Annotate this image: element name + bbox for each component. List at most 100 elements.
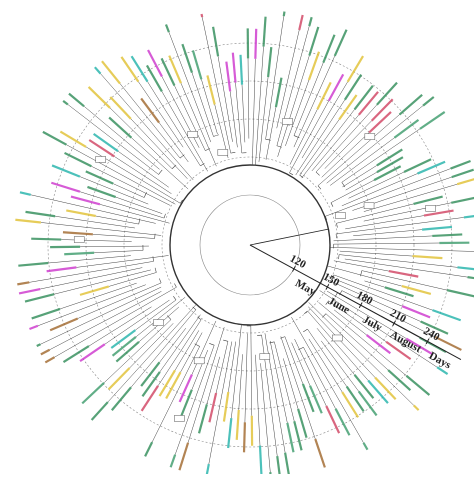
branch (218, 56, 232, 142)
leaf-label (369, 112, 391, 133)
leaf-label (367, 335, 391, 353)
branch (41, 222, 161, 235)
branch (94, 250, 143, 252)
leaf-label (112, 387, 131, 410)
leaf-label (82, 383, 104, 404)
clade-arc (322, 314, 326, 318)
leaf-label (92, 402, 108, 420)
leaf-label (206, 464, 208, 474)
leaf-label (309, 52, 319, 80)
leaf-label (355, 86, 373, 110)
clade-arc (316, 172, 320, 175)
clade-arc (167, 316, 171, 320)
leaf-label (171, 455, 176, 468)
branch (265, 333, 285, 452)
branch (278, 56, 310, 157)
leaf-label (31, 239, 61, 240)
leaf-label (71, 197, 100, 205)
leaf-label (285, 453, 289, 474)
leaf-label (244, 422, 245, 452)
leaf-label (160, 370, 175, 396)
branch (364, 184, 457, 211)
leaf-label (179, 443, 188, 471)
branch (285, 337, 303, 384)
month-label: August (388, 329, 424, 356)
node-box (332, 335, 342, 341)
branch (76, 256, 168, 268)
leaf-label (32, 309, 60, 319)
branch (55, 216, 135, 228)
leaf-label (52, 165, 80, 176)
clade-arc (318, 186, 321, 189)
branch (330, 247, 474, 251)
branch (100, 204, 170, 223)
leaf-label (317, 82, 330, 109)
leaf-label (457, 267, 474, 270)
node-box (283, 118, 293, 124)
branch (96, 216, 139, 224)
clade-arc (209, 343, 214, 345)
leaf-label (64, 253, 94, 254)
branch (342, 165, 376, 187)
branch (334, 261, 389, 271)
branch (239, 354, 243, 410)
leaf-label (412, 256, 442, 258)
clade-arc (164, 214, 165, 218)
clade-arc (159, 170, 163, 174)
leaf-label (406, 376, 429, 395)
leaf-label (389, 271, 418, 277)
leaf-label (25, 294, 54, 301)
clade-arc (331, 203, 333, 207)
leaf-label (372, 99, 393, 120)
leaf-label (339, 95, 356, 119)
leaf-label (420, 112, 445, 129)
leaf-label (47, 267, 77, 271)
branch (336, 204, 413, 223)
leaf-label (375, 377, 396, 399)
node-box (174, 415, 184, 421)
leaf-label (342, 392, 358, 417)
clade-arc (231, 152, 236, 153)
leaf-label (277, 456, 280, 474)
branch (302, 109, 355, 178)
branch (61, 240, 131, 242)
leaf-label (121, 57, 138, 82)
leaf-label (180, 375, 192, 402)
branch (364, 281, 384, 287)
tick-label: 150 (321, 271, 342, 290)
node-box (336, 213, 346, 219)
leaf-label (20, 192, 31, 194)
branch (136, 297, 185, 337)
leaf-label (94, 134, 118, 151)
leaf-label (264, 17, 266, 47)
leaf-label (41, 350, 50, 355)
branch (340, 251, 413, 256)
leaf-label (457, 179, 474, 185)
axis-start (250, 229, 328, 245)
leaf-label (276, 78, 282, 107)
leaf-label (315, 439, 325, 467)
leaf-label (347, 386, 364, 411)
branch (216, 341, 228, 393)
branch (230, 91, 237, 147)
leaf-label (394, 120, 418, 138)
branch (131, 138, 188, 189)
clade-arc (303, 329, 307, 332)
leaf-label (69, 94, 84, 107)
leaf-label (182, 44, 192, 72)
branch (345, 216, 424, 229)
axis-line (250, 245, 461, 360)
leaf-label (414, 197, 443, 204)
branch (312, 115, 359, 171)
branch (242, 85, 245, 143)
leaf-label (414, 405, 419, 410)
branch (248, 58, 249, 138)
branch (342, 129, 420, 182)
clade-arc (193, 307, 196, 310)
branch (60, 283, 137, 309)
branch (270, 341, 287, 423)
branch (93, 234, 155, 238)
leaf-label (374, 166, 401, 180)
branch (328, 266, 402, 286)
